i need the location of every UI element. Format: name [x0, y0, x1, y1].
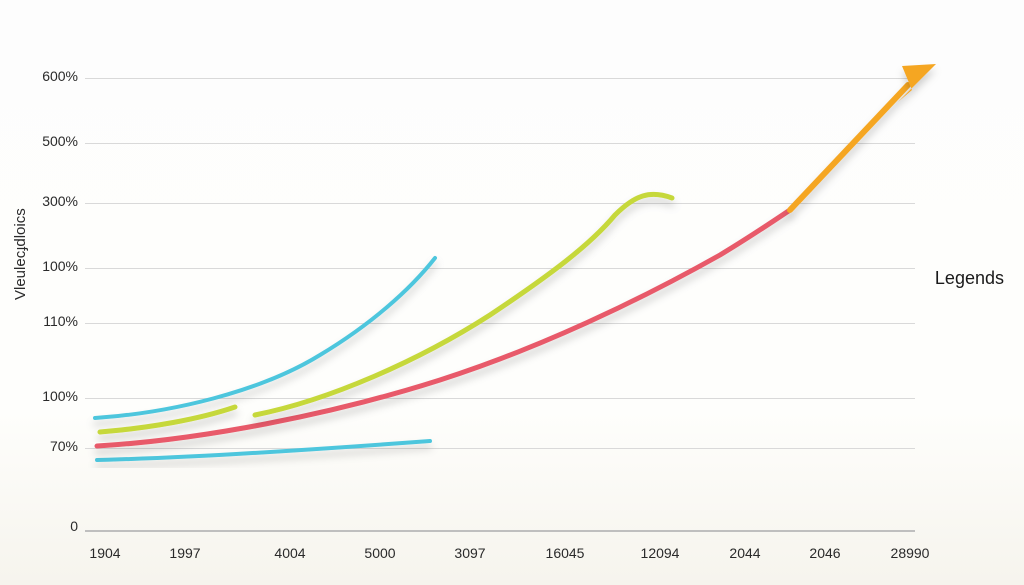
plot-svg	[0, 0, 1024, 585]
series-lime-main	[255, 194, 672, 415]
arrowhead-icon	[898, 64, 936, 102]
line-chart: Vleulecɟdloics Legends 600% 500% 300% 10…	[0, 0, 1024, 585]
series-orange-arrow	[790, 85, 908, 210]
series-red-main	[97, 210, 790, 446]
